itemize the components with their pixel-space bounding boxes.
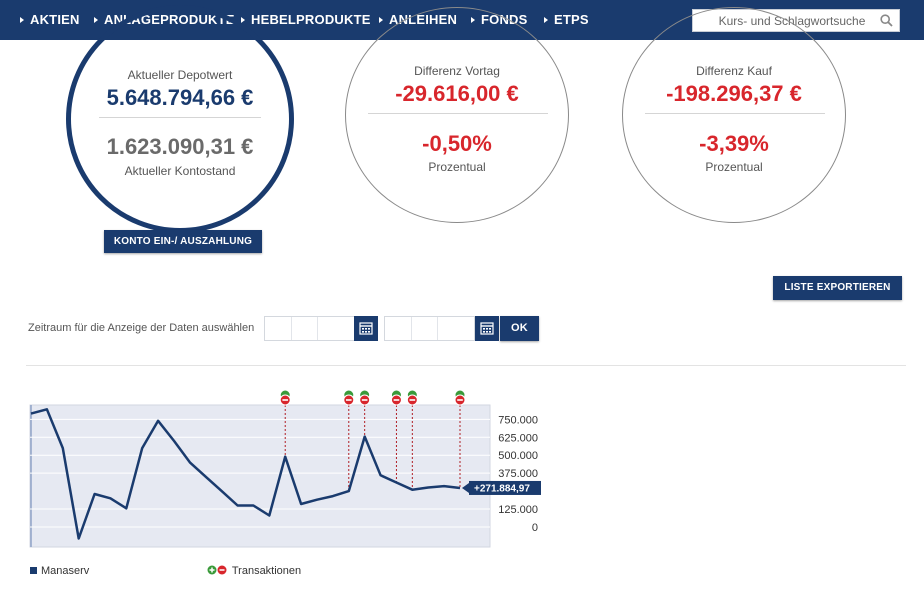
vortag-label: Differenz Vortag bbox=[414, 64, 500, 78]
transaction-marker[interactable] bbox=[279, 390, 291, 406]
date-to-month[interactable] bbox=[412, 317, 438, 340]
konto-label: Aktueller Kontostand bbox=[124, 164, 236, 178]
arrow-right-icon bbox=[544, 17, 548, 23]
nav-item-aktien[interactable]: AKTIEN bbox=[20, 12, 80, 27]
kauf-percent-label: Prozentual bbox=[705, 160, 763, 174]
ok-button[interactable]: OK bbox=[500, 316, 539, 341]
transaction-marker[interactable] bbox=[406, 390, 418, 406]
export-list-button[interactable]: LISTE EXPORTIEREN bbox=[773, 276, 902, 300]
depot-separator bbox=[99, 117, 261, 118]
last-value-box bbox=[469, 480, 541, 495]
transaction-marker[interactable] bbox=[390, 390, 402, 406]
depot-label: Aktueller Depotwert bbox=[127, 68, 233, 82]
transaction-lines bbox=[284, 405, 461, 492]
vortag-circle: Differenz Vortag -29.616,00 € -0,50% Pro… bbox=[345, 7, 569, 223]
section-divider bbox=[26, 365, 906, 366]
kauf-value: -198.296,37 € bbox=[666, 81, 802, 106]
arrow-right-icon bbox=[94, 17, 98, 23]
vortag-percent: -0,50% bbox=[422, 131, 492, 156]
y-axis-ticks: 750.000 625.000 500.000 375.000 125.000 0 bbox=[498, 414, 538, 534]
kauf-separator bbox=[645, 113, 825, 114]
date-from-day[interactable] bbox=[265, 317, 292, 340]
last-value-label: +271.884,97 bbox=[462, 480, 541, 495]
date-to-day[interactable] bbox=[385, 317, 412, 340]
vortag-value: -29.616,00 € bbox=[395, 81, 519, 106]
y-tick-label: 375.000 bbox=[498, 468, 538, 480]
arrow-right-icon bbox=[241, 17, 245, 23]
y-tick-label: 750.000 bbox=[498, 414, 538, 426]
series-swatch bbox=[30, 567, 37, 574]
transaction-marker[interactable] bbox=[454, 390, 466, 406]
kauf-percent: -3,39% bbox=[699, 131, 769, 156]
legend-series[interactable]: Manaserv bbox=[30, 565, 89, 577]
depot-circle: Aktueller Depotwert 5.648.794,66 € 1.623… bbox=[66, 5, 294, 233]
kauf-circle: Differenz Kauf -198.296,37 € -3,39% Proz… bbox=[622, 7, 846, 223]
nav-item-etps[interactable]: ETPS bbox=[544, 12, 589, 27]
y-tick-label: 625.000 bbox=[498, 432, 538, 444]
last-value-text: +271.884,97 bbox=[474, 483, 530, 494]
nav-item-hebelprodukte[interactable]: HEBELPRODUKTE bbox=[241, 12, 371, 27]
vortag-percent-label: Prozentual bbox=[428, 160, 486, 174]
transaction-marker[interactable] bbox=[343, 390, 355, 406]
konto-value: 1.623.090,31 € bbox=[106, 134, 254, 159]
date-to-calendar-button[interactable] bbox=[475, 316, 499, 341]
depot-value: 5.648.794,66 € bbox=[106, 85, 254, 110]
arrow-right-icon bbox=[20, 17, 24, 23]
search-icon[interactable] bbox=[880, 14, 893, 27]
kauf-label: Differenz Kauf bbox=[696, 64, 772, 78]
last-value-pointer bbox=[462, 482, 469, 493]
legend-transactions[interactable]: Transaktionen bbox=[207, 565, 301, 577]
portfolio-chart: 750.000 625.000 500.000 375.000 125.000 0 +27… bbox=[29, 390, 541, 548]
date-from-month[interactable] bbox=[292, 317, 318, 340]
date-from-calendar-button[interactable] bbox=[354, 316, 378, 341]
y-tick-label: 0 bbox=[532, 522, 538, 534]
plus-minus-icon bbox=[207, 565, 227, 575]
date-from-input[interactable] bbox=[264, 316, 355, 341]
y-tick-label: 500.000 bbox=[498, 450, 538, 462]
series-line-manaserv bbox=[30, 408, 461, 540]
transaction-markers bbox=[279, 390, 466, 406]
plot-area bbox=[29, 404, 491, 548]
konto-transfer-button[interactable]: KONTO EIN-/ AUSZAHLUNG bbox=[104, 230, 262, 253]
vortag-separator bbox=[368, 113, 548, 114]
calendar-icon bbox=[480, 322, 494, 335]
y-tick-label: 125.000 bbox=[498, 504, 538, 516]
calendar-icon bbox=[359, 322, 373, 335]
transaction-marker[interactable] bbox=[359, 390, 371, 406]
arrow-right-icon bbox=[379, 17, 383, 23]
date-range-label: Zeitraum für die Anzeige der Daten auswä… bbox=[28, 322, 255, 334]
date-to-input[interactable] bbox=[384, 316, 475, 341]
